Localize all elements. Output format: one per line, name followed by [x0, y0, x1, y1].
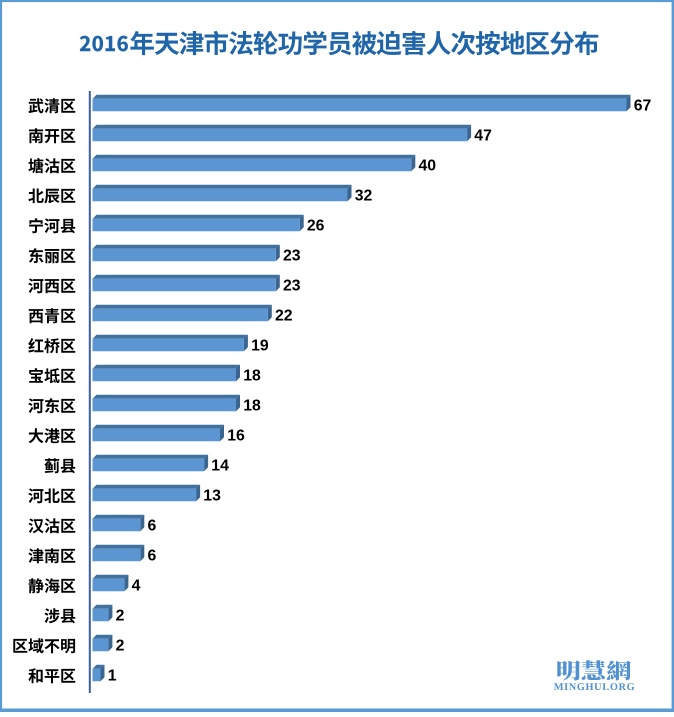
svg-text:2: 2	[116, 608, 125, 625]
svg-text:23: 23	[283, 248, 301, 265]
svg-text:19: 19	[251, 338, 269, 355]
svg-text:2: 2	[116, 638, 125, 655]
svg-text:67: 67	[634, 98, 652, 115]
svg-text:16: 16	[227, 428, 245, 445]
svg-text:4: 4	[132, 578, 141, 595]
svg-text:23: 23	[283, 278, 301, 295]
svg-text:18: 18	[243, 368, 261, 385]
svg-text:18: 18	[243, 398, 261, 415]
svg-text:32: 32	[355, 188, 373, 205]
svg-text:6: 6	[148, 518, 157, 535]
svg-text:13: 13	[203, 488, 221, 505]
svg-text:1: 1	[108, 668, 117, 685]
svg-text:6: 6	[148, 548, 157, 565]
svg-text:47: 47	[474, 128, 492, 145]
svg-text:22: 22	[275, 308, 293, 325]
svg-text:14: 14	[211, 458, 229, 475]
svg-text:40: 40	[419, 158, 437, 175]
svg-text:26: 26	[307, 218, 325, 235]
